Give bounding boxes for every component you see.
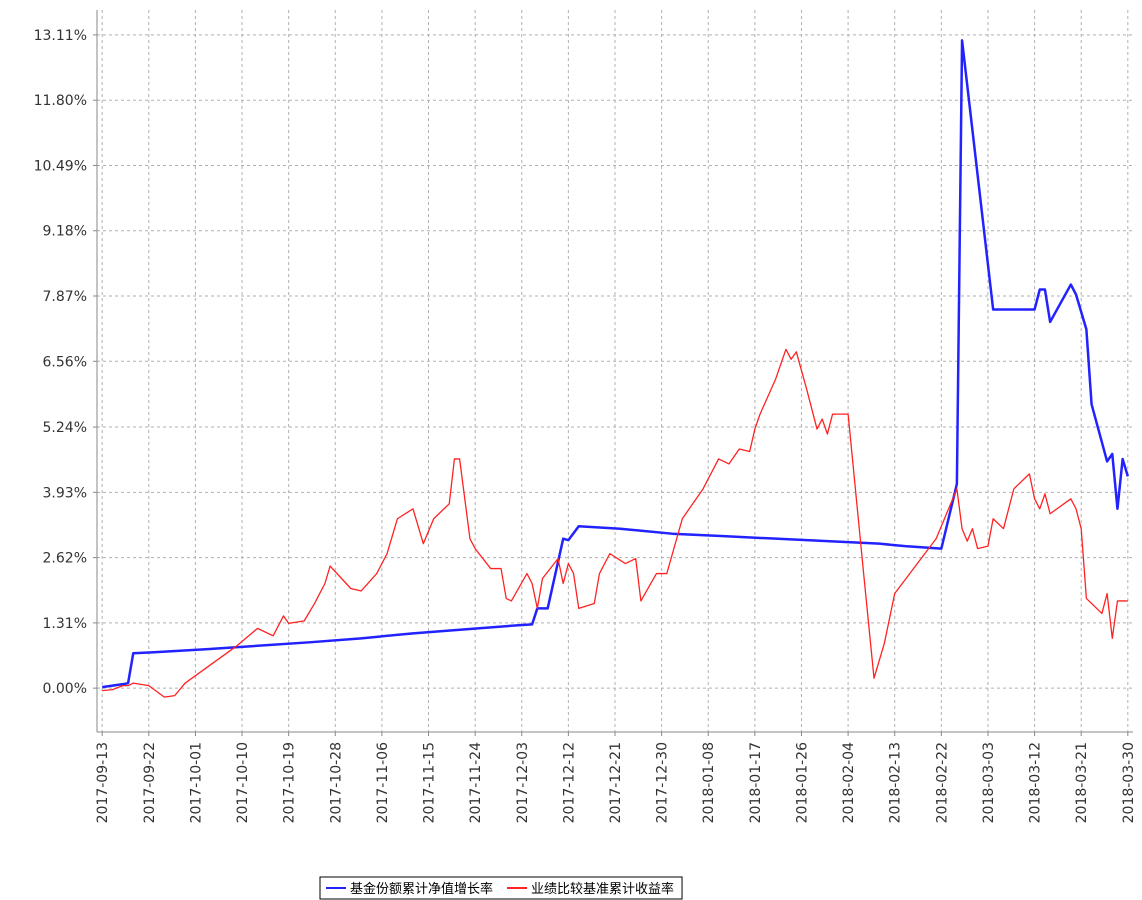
x-tick-label: 2018-02-04 bbox=[841, 742, 857, 823]
y-tick-label: 10.49% bbox=[34, 158, 87, 174]
x-tick-label: 2017-12-21 bbox=[608, 742, 624, 823]
y-tick-label: 5.24% bbox=[43, 420, 87, 436]
x-tick-label: 2018-01-26 bbox=[794, 742, 810, 823]
y-tick-label: 2.62% bbox=[43, 551, 87, 567]
x-tick-label: 2018-01-08 bbox=[701, 742, 717, 823]
x-tick-label: 2018-03-12 bbox=[1028, 742, 1044, 823]
y-tick-label: 3.93% bbox=[43, 485, 87, 501]
x-tick-label: 2018-03-21 bbox=[1074, 742, 1090, 823]
x-tick-label: 2017-10-01 bbox=[188, 742, 204, 823]
legend-box bbox=[319, 876, 683, 900]
x-tick-label: 2017-10-28 bbox=[328, 742, 344, 823]
y-tick-label: 1.31% bbox=[43, 616, 87, 632]
x-tick-label: 2018-03-03 bbox=[981, 742, 997, 823]
legend-label: 业绩比较基准累计收益率 bbox=[531, 881, 674, 897]
x-tick-label: 2017-12-12 bbox=[561, 742, 577, 823]
legend-label: 基金份额累计净值增长率 bbox=[350, 881, 493, 897]
y-tick-label: 13.11% bbox=[34, 28, 87, 44]
series-line bbox=[102, 39, 1130, 689]
x-tick-label: 2017-09-22 bbox=[142, 742, 158, 823]
legend: 基金份额累计净值增长率 业绩比较基准累计收益率 bbox=[319, 876, 683, 900]
y-tick-label: 11.80% bbox=[34, 93, 87, 109]
x-tick-label: 2018-02-22 bbox=[934, 742, 950, 823]
x-tick-label: 2017-11-06 bbox=[375, 742, 391, 823]
x-tick-label: 2017-12-30 bbox=[655, 742, 671, 823]
y-tick-label: 6.56% bbox=[43, 354, 87, 370]
x-tick-label: 2018-01-17 bbox=[748, 742, 764, 823]
y-tick-label: 0.00% bbox=[43, 681, 87, 697]
y-tick-label: 7.87% bbox=[43, 289, 87, 305]
series-line bbox=[102, 348, 1128, 698]
x-tick-label: 2018-03-30 bbox=[1121, 742, 1137, 823]
x-tick-label: 2017-11-15 bbox=[422, 742, 438, 823]
y-tick-label: 9.18% bbox=[43, 224, 87, 240]
x-tick-label: 2017-11-24 bbox=[468, 742, 484, 823]
x-tick-label: 2017-10-10 bbox=[235, 742, 251, 823]
x-tick-label: 2018-02-13 bbox=[888, 742, 904, 823]
x-tick-label: 2017-09-13 bbox=[95, 742, 111, 823]
x-tick-label: 2017-12-03 bbox=[515, 742, 531, 823]
x-tick-label: 2017-10-19 bbox=[282, 742, 298, 823]
